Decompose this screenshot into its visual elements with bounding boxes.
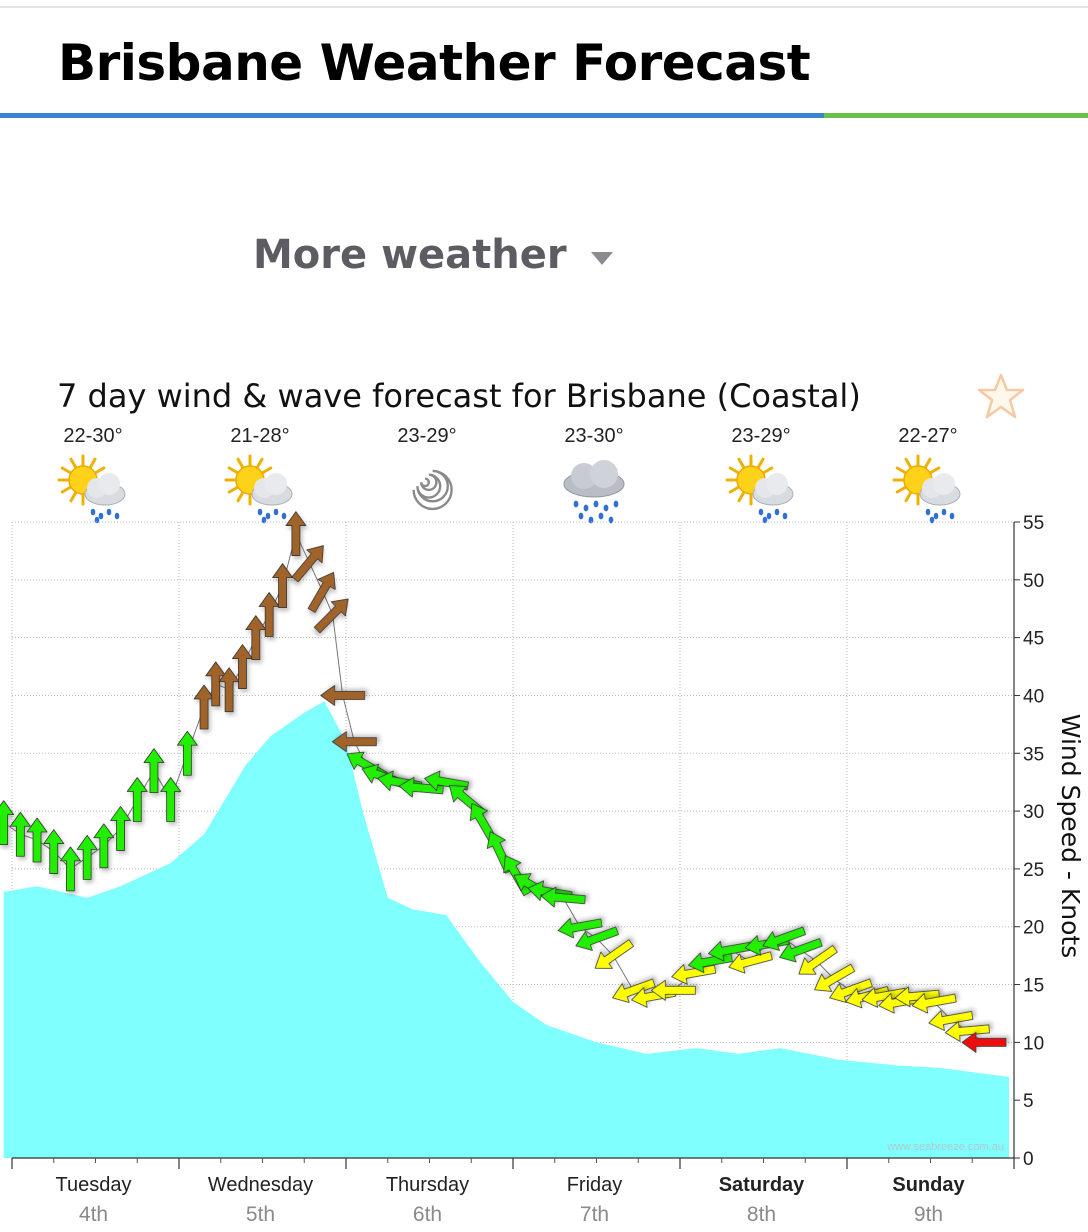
wind-arrow: [76, 834, 98, 880]
day-forecast: 23-29°: [357, 425, 497, 524]
wind-arrow: [331, 731, 377, 753]
y-axis-label: Wind Speed - Knots: [1056, 714, 1085, 958]
y-tick-label: 35: [1023, 744, 1044, 765]
day-forecast: 23-30°: [524, 425, 664, 524]
more-weather-label: More weather: [253, 232, 567, 278]
wind-arrow: [398, 776, 444, 798]
wind-arrow: [9, 811, 31, 857]
wind-arrow: [0, 800, 15, 846]
wind-arrow: [93, 823, 115, 869]
wind-arrow: [612, 978, 656, 1003]
wind-arrow: [26, 817, 48, 863]
temperature-range: 21-28°: [230, 425, 290, 447]
x-day-label: Wednesday: [208, 1174, 313, 1196]
y-tick-label: 55: [1023, 513, 1044, 534]
wind-arrow: [285, 511, 307, 556]
wind-wave-chart: 0 5 10 15 20 25 30 35 40 45 50 55 Wind Speed - Knots…: [0, 511, 1085, 1226]
y-tick-label: 20: [1023, 918, 1044, 939]
chart-axes: 0 5 10 15 20 25 30 35 40 45 50 55 Wind Speed - Knots…: [11, 513, 1085, 1226]
x-date-label: 4th: [79, 1203, 108, 1226]
wind-arrow: [728, 951, 773, 974]
wave-area: [3, 701, 1009, 1158]
rain-cloud-icon: [563, 460, 625, 524]
forecast-title: 7 day wind & wave forecast for Brisbane …: [57, 377, 861, 415]
x-date-label: 7th: [580, 1203, 609, 1226]
wind-arrow: [575, 926, 619, 951]
sun-icon: [57, 454, 109, 506]
x-day-label: Saturday: [719, 1174, 805, 1196]
day-forecast: 22-27°: [858, 425, 998, 524]
wind-arrow: [272, 563, 293, 608]
wind-arrow: [176, 730, 198, 776]
wind-arrow: [160, 777, 182, 822]
day-forecast: 22-30°: [23, 425, 163, 524]
day-forecast: 21-28°: [190, 425, 330, 524]
y-tick-label: 50: [1023, 571, 1044, 592]
wind-arrow: [762, 926, 806, 951]
more-weather-dropdown[interactable]: More weather: [253, 232, 613, 278]
wind-arrow: [143, 748, 165, 794]
x-date-label: 8th: [747, 1203, 776, 1226]
y-tick-label: 0: [1023, 1149, 1034, 1170]
wind-arrow: [814, 963, 856, 992]
x-day-label: Thursday: [386, 1174, 469, 1196]
wind-arrow: [557, 917, 603, 939]
y-tick-label: 5: [1023, 1091, 1034, 1112]
sun-cloud-rain-icon: [224, 454, 293, 524]
wind-arrow: [650, 979, 696, 1001]
temperature-range: 23-30°: [564, 425, 624, 447]
temperature-range: 23-29°: [731, 425, 791, 447]
x-date-label: 5th: [246, 1203, 275, 1226]
wind-arrow: [594, 939, 634, 969]
y-tick-label: 45: [1023, 629, 1044, 650]
watermark: www.seabreeze.com.au: [886, 1141, 1004, 1153]
y-tick-label: 40: [1023, 686, 1044, 707]
star-icon[interactable]: [976, 372, 1026, 422]
temperature-range: 23-29°: [397, 425, 457, 447]
y-tick-label: 15: [1023, 976, 1044, 997]
wind-arrow: [798, 945, 838, 975]
wind-arrow: [43, 829, 65, 874]
temperature-range: 22-30°: [63, 425, 123, 447]
y-tick-label: 10: [1023, 1033, 1044, 1054]
wind-arrows: [0, 511, 1007, 1053]
day-forecast: 23-29°: [691, 425, 831, 524]
x-day-label: Friday: [567, 1174, 623, 1196]
x-date-label: 9th: [914, 1203, 943, 1226]
title-underline-blue: [0, 113, 824, 118]
temperature-range: 22-27°: [898, 425, 958, 447]
wind-arrow: [944, 1021, 990, 1042]
y-tick-label: 30: [1023, 802, 1044, 823]
wave-height-area: [3, 701, 1009, 1158]
wind-arrow: [928, 1010, 974, 1031]
y-tick-label: 25: [1023, 860, 1044, 881]
caret-down-icon: [590, 251, 613, 265]
wind-arrow: [671, 964, 717, 985]
wind-arrow: [193, 684, 215, 730]
wind-arrow: [779, 938, 823, 963]
wind-arrow: [961, 1031, 1007, 1053]
wind-arrow: [126, 777, 148, 822]
sun-cloud-rain-icon: [57, 454, 126, 524]
title-underline-green: [824, 113, 1088, 118]
page-title: Brisbane Weather Forecast: [58, 34, 811, 92]
wind-arrow: [320, 685, 366, 706]
wind-arrow: [540, 886, 586, 908]
sun-cloud-rain-icon: [892, 454, 961, 524]
wind-arrow: [291, 545, 324, 583]
wind-arrow: [911, 993, 957, 1014]
wind-arrow: [110, 806, 131, 851]
top-divider: [0, 6, 1088, 8]
wind-arrow: [894, 986, 940, 1008]
x-day-label: Sunday: [892, 1174, 965, 1196]
x-date-label: 6th: [413, 1203, 442, 1226]
wind-arrow: [307, 571, 336, 613]
wind-arrow: [313, 598, 349, 634]
cyclone-icon: [412, 469, 453, 511]
wind-arrow: [60, 846, 81, 892]
x-day-label: Tuesday: [56, 1174, 132, 1196]
sun-cloud-rain-icon: [725, 454, 794, 524]
